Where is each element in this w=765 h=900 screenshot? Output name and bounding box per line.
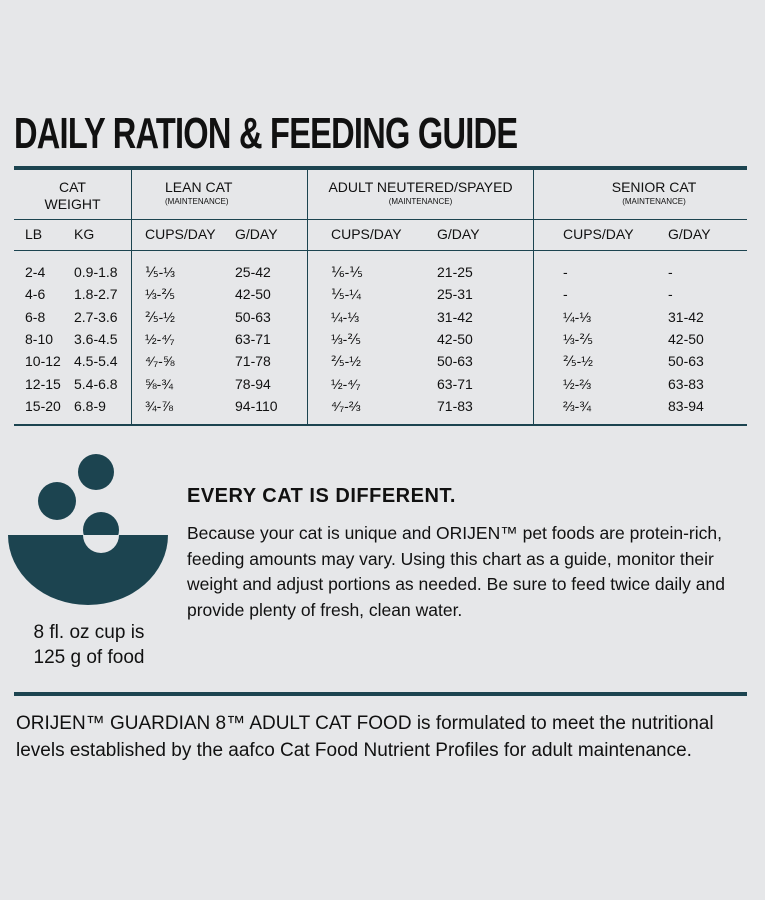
column-divider [131, 170, 132, 426]
table-cell: 1.8-2.7 [74, 286, 118, 303]
table-cell: 21-25 [437, 264, 473, 280]
table-cell: ⅖-½ [331, 353, 361, 370]
header-label: CAT [59, 179, 86, 195]
subheader-grams: G/DAY [437, 226, 480, 242]
header-note: (MAINTENANCE) [388, 197, 453, 206]
table-cell: - [563, 286, 568, 303]
table-cell: ⅓-⅖ [331, 330, 361, 347]
table-header-rule [14, 219, 747, 220]
table-cell: 0.9-1.8 [74, 264, 118, 280]
header-label: LEAN CAT [165, 179, 233, 195]
page-title: DAILY RATION & FEEDING GUIDE [14, 109, 518, 158]
table-cell: ¾-⅞ [145, 397, 174, 414]
table-cell: 71-83 [437, 397, 473, 414]
table-cell: 5.4-6.8 [74, 375, 118, 392]
info-body: Because your cat is unique and ORIJEN™ p… [187, 523, 725, 620]
table-cell: 50-63 [668, 353, 704, 370]
table-cell: 50-63 [437, 353, 473, 370]
table-cell: ⅙-⅕ [331, 264, 363, 280]
table-cell: 4.5-5.4 [74, 353, 118, 370]
table-cell: 63-83 [668, 375, 704, 392]
table-cell: 42-50 [668, 330, 704, 347]
table-cell: 50-63 [235, 308, 271, 325]
subheader-kg: KG [74, 226, 95, 242]
subheader-cups: CUPS/DAY [331, 226, 402, 242]
column-divider [533, 170, 534, 426]
table-cell: 83-94 [668, 397, 704, 414]
table-cell: 8-10 [25, 330, 54, 347]
footer-statement: ORIJEN™ GUARDIAN 8™ ADULT CAT FOOD is fo… [16, 713, 714, 761]
table-cell: 25-31 [437, 286, 473, 303]
footer-rule [14, 692, 747, 696]
table-cell: ¼-⅓ [563, 308, 592, 325]
table-cell: 63-71 [437, 375, 473, 392]
table-cell: ½-⁴⁄₇ [331, 375, 361, 392]
table-cell: 2.7-3.6 [74, 308, 118, 325]
cup-note-line: 125 g of food [33, 647, 145, 668]
table-cell: 2-4 [25, 264, 46, 280]
table-cell: 12-15 [25, 375, 61, 392]
subheader-cups: CUPS/DAY [145, 226, 216, 242]
header-label: SENIOR CAT [611, 179, 697, 195]
header-senior-cat: SENIOR CAT (MAINTENANCE) [534, 179, 765, 207]
table-cell: - [668, 264, 673, 280]
table-cell: 78-94 [235, 375, 271, 392]
table-cell: ⅖-½ [145, 308, 175, 325]
table-cell: ⅕-⅓ [145, 264, 175, 280]
cup-size-note: 8 fl. oz cup is 125 g of food [14, 620, 164, 670]
table-cell: - [668, 286, 673, 303]
table-cell: ⅕-¼ [331, 286, 361, 303]
food-bowl-icon [0, 448, 180, 618]
table-cell: - [563, 264, 568, 280]
subheader-cups: CUPS/DAY [563, 226, 634, 242]
table-cell: 10-12 [25, 353, 61, 370]
table-cell: 42-50 [437, 330, 473, 347]
table-cell: ⅔-¾ [563, 397, 592, 414]
table-bottom-rule [14, 424, 747, 426]
table-cell: 94-110 [235, 397, 278, 414]
table-cell: 6-8 [25, 308, 46, 325]
subheader-grams: G/DAY [235, 226, 278, 242]
header-cat-weight: CAT WEIGHT [14, 179, 131, 213]
table-subheader-rule [14, 250, 747, 251]
table-cell: 6.8-9 [74, 397, 106, 414]
table-cell: ⅖-½ [563, 353, 593, 370]
header-lean-cat: LEAN CAT (MAINTENANCE) [165, 179, 232, 207]
table-cell: ½-⁴⁄₇ [145, 330, 175, 347]
table-cell: ⁴⁄₇-⅔ [331, 397, 361, 414]
header-label: WEIGHT [44, 196, 101, 212]
header-adult-neutered: ADULT NEUTERED/SPAYED (MAINTENANCE) [308, 179, 533, 207]
table-cell: 31-42 [668, 308, 704, 325]
table-cell: 15-20 [25, 397, 61, 414]
table-cell: 3.6-4.5 [74, 330, 118, 347]
column-divider [307, 170, 308, 426]
table-cell: 4-6 [25, 286, 46, 303]
subheader-lb: LB [25, 226, 43, 242]
header-note: (MAINTENANCE) [622, 197, 686, 206]
table-cell: ¼-⅓ [331, 308, 360, 325]
table-cell: ⅓-⅖ [563, 330, 593, 347]
cup-note-line: 8 fl. oz cup is [33, 622, 145, 643]
table-cell: ⁴⁄₇-⅝ [145, 353, 175, 370]
table-cell: 31-42 [437, 308, 473, 325]
info-heading: EVERY CAT IS DIFFERENT. [187, 485, 456, 507]
table-cell: 42-50 [235, 286, 271, 303]
table-cell: 71-78 [235, 353, 271, 370]
table-cell: 63-71 [235, 330, 271, 347]
table-cell: 25-42 [235, 264, 271, 280]
table-cell: ⅝-¾ [145, 375, 174, 392]
table-cell: ⅓-⅖ [145, 286, 175, 303]
subheader-grams: G/DAY [668, 226, 711, 242]
table-cell: ½-⅔ [563, 375, 592, 392]
header-note: (MAINTENANCE) [165, 197, 229, 206]
header-label: ADULT NEUTERED/SPAYED [328, 179, 513, 195]
table-top-rule [14, 166, 747, 170]
